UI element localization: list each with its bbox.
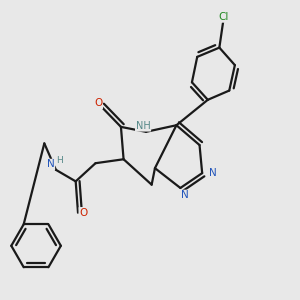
Text: N: N	[181, 190, 189, 200]
Text: N: N	[209, 168, 217, 178]
Text: H: H	[56, 156, 63, 165]
Text: N: N	[47, 160, 54, 170]
Text: O: O	[79, 208, 88, 218]
Text: O: O	[94, 98, 102, 108]
Text: Cl: Cl	[218, 12, 229, 22]
Text: NH: NH	[136, 121, 150, 131]
